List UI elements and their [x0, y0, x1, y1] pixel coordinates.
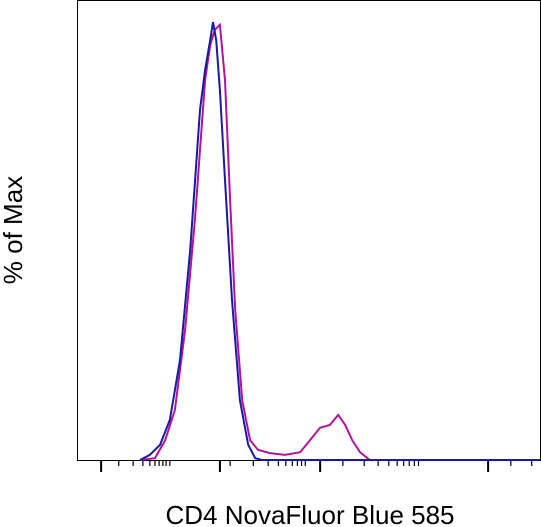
y-axis-title: % of Max — [0, 176, 28, 284]
x-axis-title: CD4 NovaFluor Blue 585 — [165, 500, 454, 527]
histogram-line — [139, 22, 541, 461]
histogram-line — [139, 21, 541, 461]
plot-frame — [77, 0, 541, 461]
